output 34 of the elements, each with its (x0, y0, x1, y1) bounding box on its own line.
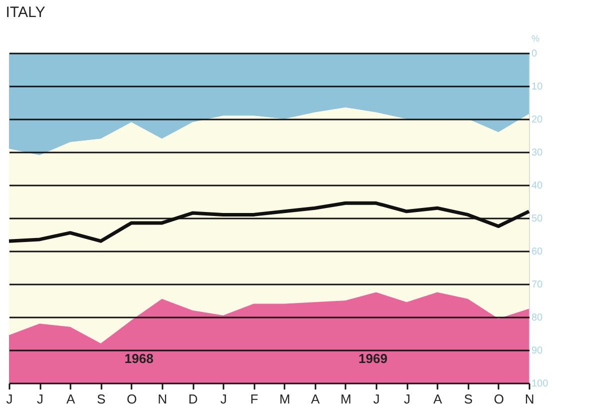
y-tick-label: 50 (532, 214, 544, 224)
y-tick-label: 30 (532, 148, 544, 158)
x-tick-label: N (158, 392, 168, 406)
x-tick-label: N (524, 392, 534, 406)
annotation: 1969 (358, 351, 388, 366)
x-tick-label: A (433, 392, 442, 406)
x-tick-label: S (96, 392, 106, 406)
x-tick-label: J (404, 392, 410, 406)
annotation: 1968 (124, 351, 154, 366)
x-tick-label: J (373, 392, 380, 406)
x-tick-label: A (311, 392, 320, 406)
y-tick-label: 70 (532, 280, 544, 290)
x-tick-label: J (6, 392, 13, 406)
x-tick-label: S (464, 392, 473, 406)
x-tick-label: O (494, 392, 504, 406)
y-tick-label: 100 (532, 378, 549, 390)
x-tick-label: D (188, 392, 198, 406)
y-tick-label: 20 (532, 114, 544, 126)
y-tick-label: 40 (532, 180, 544, 192)
x-tick-label: M (279, 392, 290, 406)
y-tick-label: 90 (532, 346, 544, 356)
line-series (7, 201, 531, 243)
y-tick-label: 0 (532, 48, 538, 60)
x-tick-label: F (250, 392, 258, 406)
y-tick-label: 10 (532, 82, 544, 92)
y-tick-label: 60 (532, 246, 544, 258)
y-axis-title: % (531, 34, 540, 44)
x-tick-label: A (66, 392, 76, 406)
x-tick-label: J (220, 392, 227, 406)
chart-title: ITALY (6, 4, 46, 21)
x-tick-label: J (36, 392, 44, 406)
x-tick-label: O (126, 392, 137, 406)
x-tick-label: M (340, 392, 352, 406)
y-tick-label: 80 (532, 312, 544, 324)
